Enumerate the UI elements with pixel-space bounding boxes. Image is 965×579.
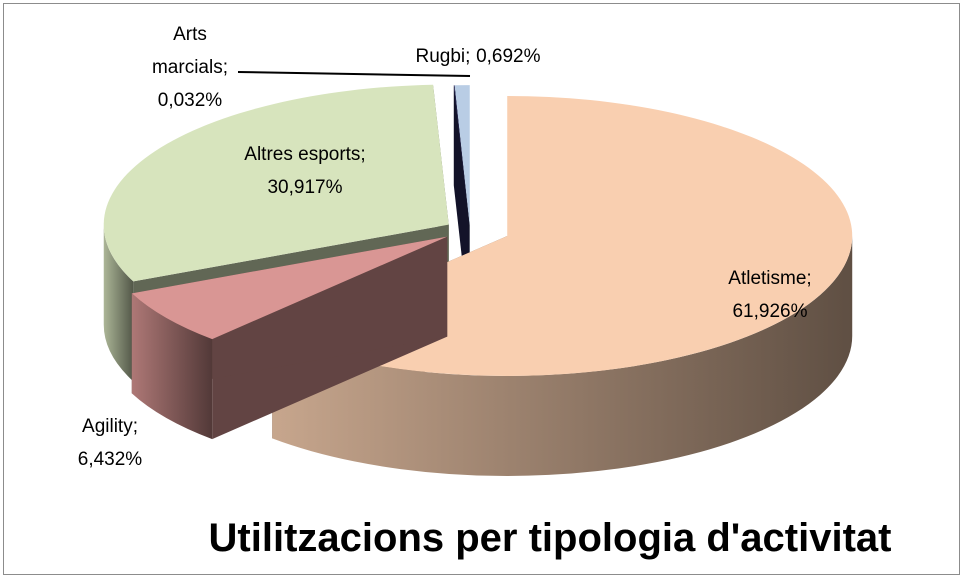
- data-label: Atletisme; 61,926%: [670, 262, 870, 328]
- slice-side: [272, 235, 853, 476]
- slice-top: [131, 236, 448, 340]
- slice-top: [103, 84, 449, 282]
- label-value: 30,917%: [267, 177, 343, 198]
- label-category: Rugbi;: [415, 46, 471, 67]
- slice: [131, 236, 448, 440]
- slice-side: [103, 224, 134, 382]
- label-category: Agility;: [82, 416, 138, 437]
- label-value: 0,032%: [157, 90, 223, 111]
- leader-line: [237, 71, 471, 77]
- data-label: Agility; 6,432%: [40, 410, 180, 476]
- slice-top: [453, 85, 470, 226]
- slice-top: [454, 85, 470, 226]
- data-label: Rugbi; 0,692%: [368, 40, 588, 73]
- chart-frame: [3, 3, 960, 575]
- chart-title: Utilitzacions per tipologia d'activitat: [208, 516, 892, 560]
- slices: [103, 84, 853, 476]
- label-value: 61,926%: [732, 301, 808, 322]
- label-value: 6,432%: [77, 449, 143, 470]
- slice-side: [131, 293, 213, 440]
- label-value: 0,692%: [476, 46, 541, 67]
- label-category: Arts marcials;: [151, 24, 228, 78]
- data-label: Altres esports; 30,917%: [195, 138, 415, 204]
- label-category: Altres esports;: [244, 144, 366, 165]
- label-category: Atletisme;: [728, 268, 812, 289]
- data-label: Arts marcials; 0,032%: [135, 18, 245, 117]
